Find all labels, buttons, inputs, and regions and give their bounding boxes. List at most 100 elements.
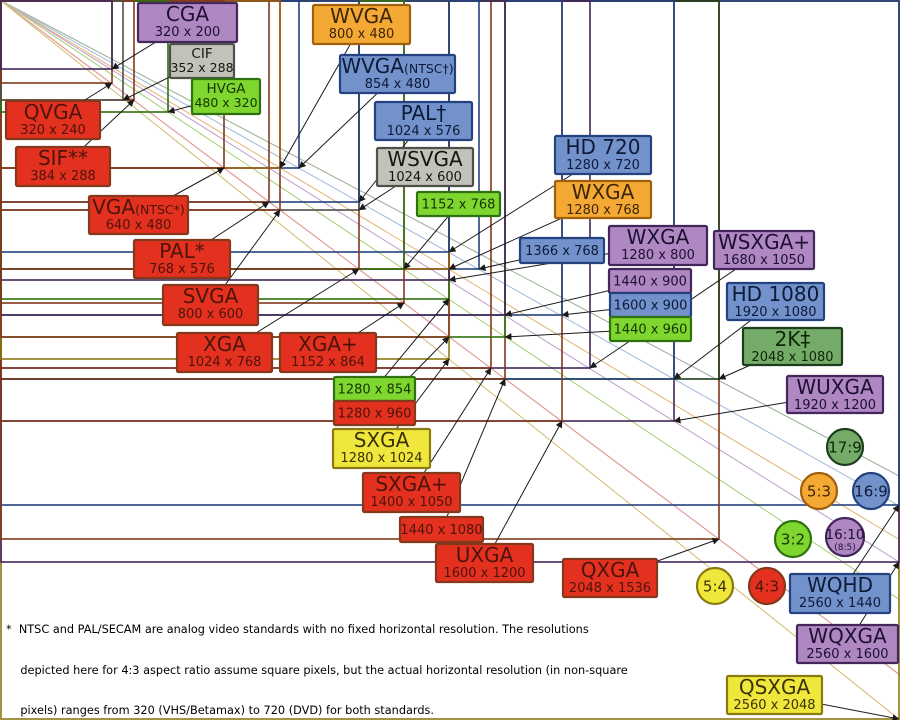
label-text: 384 x 288	[30, 169, 96, 184]
ratio-circle-shape	[825, 427, 865, 467]
label-text: WVGA	[330, 4, 393, 28]
label-box-vga-640-x-480: VGA(NTSC*)640 x 480	[87, 194, 190, 236]
label-text: WQHD	[807, 573, 873, 597]
connector-sxga-1400-x-1050	[411, 367, 492, 493]
footnote-line: * NTSC and PAL/SECAM are analog video st…	[6, 623, 589, 636]
label-box-rect	[712, 229, 816, 271]
label-box-rect	[331, 427, 432, 470]
label-text: CGA	[166, 2, 209, 26]
label-box-1152-x-768: 1152 x 768	[415, 190, 502, 218]
label-box-sif-384-x-288: SIF**384 x 288	[14, 145, 112, 188]
label-box-rect	[4, 99, 102, 141]
label-text: 1920 x 1080	[734, 305, 816, 320]
label-box-rect	[608, 315, 693, 343]
label-box-pal-1024-x-576: PAL†1024 x 576	[373, 100, 474, 142]
label-text: 800 x 480	[329, 27, 395, 42]
aspect-line-3-2	[0, 0, 900, 601]
aspect-line-16-9	[0, 0, 900, 507]
label-box-wsxga-1680-x-1050: WSXGA+1680 x 1050	[712, 229, 816, 271]
label-text: WSVGA	[387, 147, 463, 171]
label-text: 2560 x 2048	[733, 698, 815, 713]
label-text: 2048 x 1536	[569, 581, 651, 596]
label-text: 480 x 320	[194, 95, 257, 110]
label-box-1440-x-960: 1440 x 960	[608, 315, 693, 343]
label-box-2k-2048-x-1080: 2K‡2048 x 1080	[741, 326, 844, 367]
label-text: PAL*	[159, 239, 205, 263]
label-text: 4:3	[755, 578, 779, 596]
label-text: 1440 x 960	[614, 323, 688, 338]
label-box-rect	[190, 77, 262, 116]
connector-wvga-800-x-480	[279, 24, 362, 169]
label-text: 1024 x 768	[188, 355, 262, 370]
label-text: SXGA	[354, 428, 410, 452]
label-text: UXGA	[456, 543, 514, 567]
label-text: (8:5)	[834, 543, 856, 553]
ratio-circle-16-9: 16:9	[851, 471, 891, 511]
label-box-rect	[725, 281, 826, 322]
label-text: 2560 x 1600	[806, 647, 888, 662]
label-text: 1600 x 900	[614, 299, 688, 314]
ratio-circle-3-2: 3:2	[773, 519, 813, 559]
resolution-rect-cga-320-x-200	[0, 0, 113, 70]
label-box-rect	[785, 374, 885, 415]
label-text: HD 1080	[732, 282, 820, 306]
label-text: VGA(NTSC*)	[92, 195, 185, 219]
label-text: XGA	[203, 332, 246, 356]
label-text: 2048 x 1080	[751, 350, 833, 365]
label-text: 5:3	[807, 483, 831, 501]
ratio-circle-shape	[695, 566, 735, 606]
label-text: 1680 x 1050	[723, 253, 805, 268]
label-box-rect	[311, 3, 412, 46]
label-text: 1600 x 1200	[443, 566, 525, 581]
label-text: 1440 x 900	[613, 275, 687, 290]
label-text: XGA+	[298, 332, 358, 356]
label-box-rect	[14, 145, 112, 188]
label-text: 1024 x 600	[388, 170, 462, 185]
label-text: 1440 x 1080	[400, 523, 482, 538]
label-text: PAL†	[401, 101, 447, 125]
label-text: 800 x 600	[178, 307, 244, 322]
label-box-1280-x-854: 1280 x 854	[332, 375, 417, 403]
label-text: SIF**	[38, 146, 88, 170]
label-text: 17:9	[828, 439, 862, 457]
label-box-rect	[434, 542, 535, 584]
footnote-line: pixels) ranges from 320 (VHS/Betamax) to…	[6, 704, 435, 717]
label-text: 1280 x 768	[566, 203, 640, 218]
label-box-rect	[278, 331, 378, 374]
label-box-rect	[741, 326, 844, 367]
label-text: SVGA	[183, 284, 239, 308]
label-box-rect	[553, 134, 653, 176]
label-text: WQXGA	[808, 624, 887, 648]
label-box-rect	[161, 283, 260, 327]
label-box-pal-768-x-576: PAL*768 x 576	[132, 238, 232, 280]
footnotes-block: * NTSC and PAL/SECAM are analog video st…	[6, 596, 696, 720]
label-text: 1280 x 720	[566, 158, 640, 173]
label-text: WXGA	[627, 225, 690, 249]
footnote-line: depicted here for 4:3 aspect ratio assum…	[6, 663, 628, 677]
label-text: 1280 x 960	[338, 407, 412, 422]
label-text: WUXGA	[796, 375, 874, 399]
label-box-rect	[561, 557, 659, 599]
label-text: WXGA	[572, 180, 635, 204]
label-box-rect	[398, 515, 485, 544]
label-box-xga-1152-x-864: XGA+1152 x 864	[278, 331, 378, 374]
label-box-rect	[338, 53, 457, 95]
label-text: HD 720	[566, 135, 641, 159]
ratio-circle-shape	[799, 471, 839, 511]
label-box-rect	[87, 194, 190, 236]
ratio-circle-shape	[747, 566, 787, 606]
label-text: 3:2	[781, 531, 805, 549]
label-text: 1280 x 1024	[340, 451, 422, 466]
label-box-1440-x-1080: 1440 x 1080	[398, 515, 485, 544]
ratio-circle-16-10: 16:10(8:5)	[824, 516, 866, 558]
